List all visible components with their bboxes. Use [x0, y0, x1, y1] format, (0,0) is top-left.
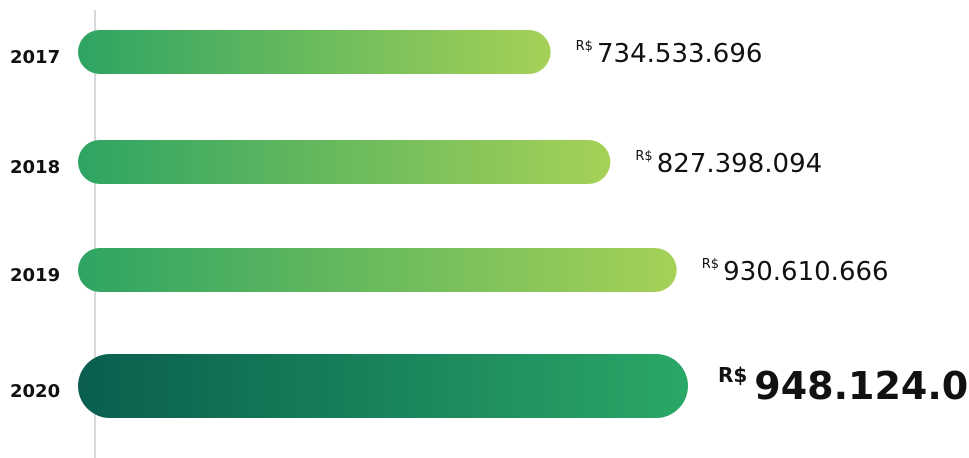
category-label: 2018 — [10, 157, 60, 178]
value-label: R$ 827.398.094 — [635, 149, 822, 179]
bar — [78, 248, 677, 292]
category-label: 2020 — [10, 381, 60, 402]
bar — [78, 30, 551, 74]
value-label: R$ 734.533.696 — [576, 39, 763, 69]
bar — [78, 354, 688, 418]
value-label: R$ 930.610.666 — [702, 257, 889, 287]
category-label: 2019 — [10, 265, 60, 286]
bar — [78, 140, 611, 184]
category-label: 2017 — [10, 47, 60, 68]
value-label: R$ 948.124.028 — [718, 363, 969, 408]
